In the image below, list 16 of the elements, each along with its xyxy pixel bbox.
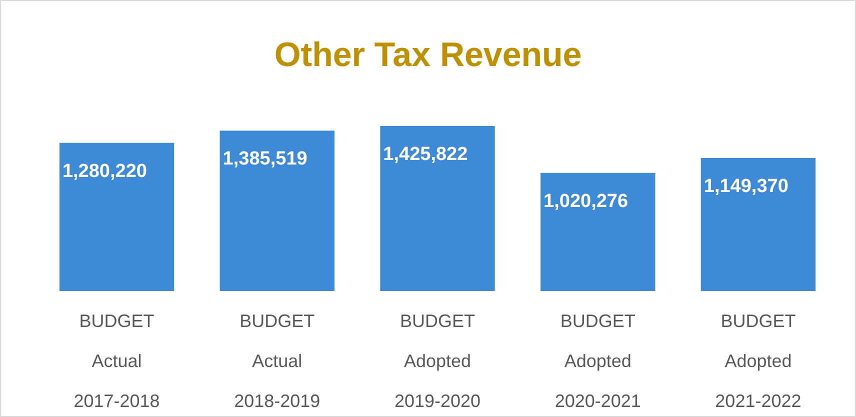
x-tick-label: BUDGET Actual 2018-2019	[234, 311, 320, 411]
x-tick-label: BUDGET Actual 2017-2018	[74, 311, 160, 411]
x-tick-label: BUDGET Adopted 2021-2022	[715, 311, 802, 411]
data-label: 1,020,276	[544, 190, 628, 212]
data-label: 1,280,220	[62, 160, 147, 182]
data-label: 1,425,822	[383, 144, 468, 165]
data-label: 1,149,370	[704, 176, 788, 197]
bar	[380, 126, 495, 291]
bar	[700, 158, 816, 291]
x-tick-label: BUDGET Adopted 2020-2021	[554, 311, 641, 411]
data-label: 1,385,519	[222, 148, 308, 170]
bar	[540, 172, 656, 291]
x-tick-label: BUDGET Adopted 2019-2020	[394, 311, 481, 411]
bar	[59, 142, 174, 291]
bar	[220, 130, 334, 291]
chart-title: Other Tax Revenue	[274, 36, 582, 74]
